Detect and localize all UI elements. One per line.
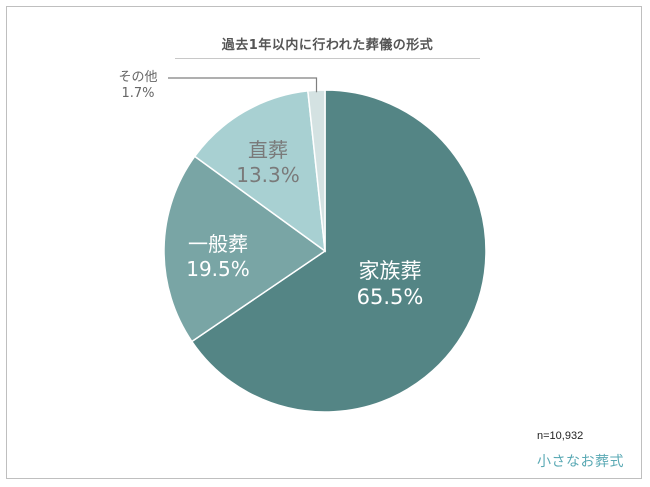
slice-percent: 13.3% (236, 163, 300, 187)
slice-label-other: その他 1.7% (108, 70, 168, 103)
slice-name: その他 (118, 70, 158, 85)
slice-name: 一般葬 (188, 232, 248, 256)
slice-percent: 1.7% (121, 86, 155, 102)
sample-size: n=10,932 (537, 430, 584, 442)
brand-logo: 小さなお葬式 (537, 454, 624, 470)
pie-slice-ippanso (163, 155, 327, 343)
title-underline (175, 58, 480, 59)
chart-title: 過去1年以内に行われた葬儀の形式 (221, 38, 434, 53)
other-leader-line (168, 77, 318, 93)
slice-label-kazokuso: 家族葬 65.5% (330, 258, 450, 311)
slice-label-chokuso: 直葬 13.3% (218, 138, 318, 188)
slice-label-ippanso: 一般葬 19.5% (163, 232, 273, 282)
slice-name: 直葬 (248, 138, 288, 162)
pie-slice-kazokuso (190, 89, 487, 413)
slice-percent: 65.5% (356, 285, 424, 310)
slice-name: 家族葬 (358, 259, 422, 283)
slice-percent: 19.5% (186, 257, 250, 281)
pie-slice-chokuso (193, 90, 326, 253)
